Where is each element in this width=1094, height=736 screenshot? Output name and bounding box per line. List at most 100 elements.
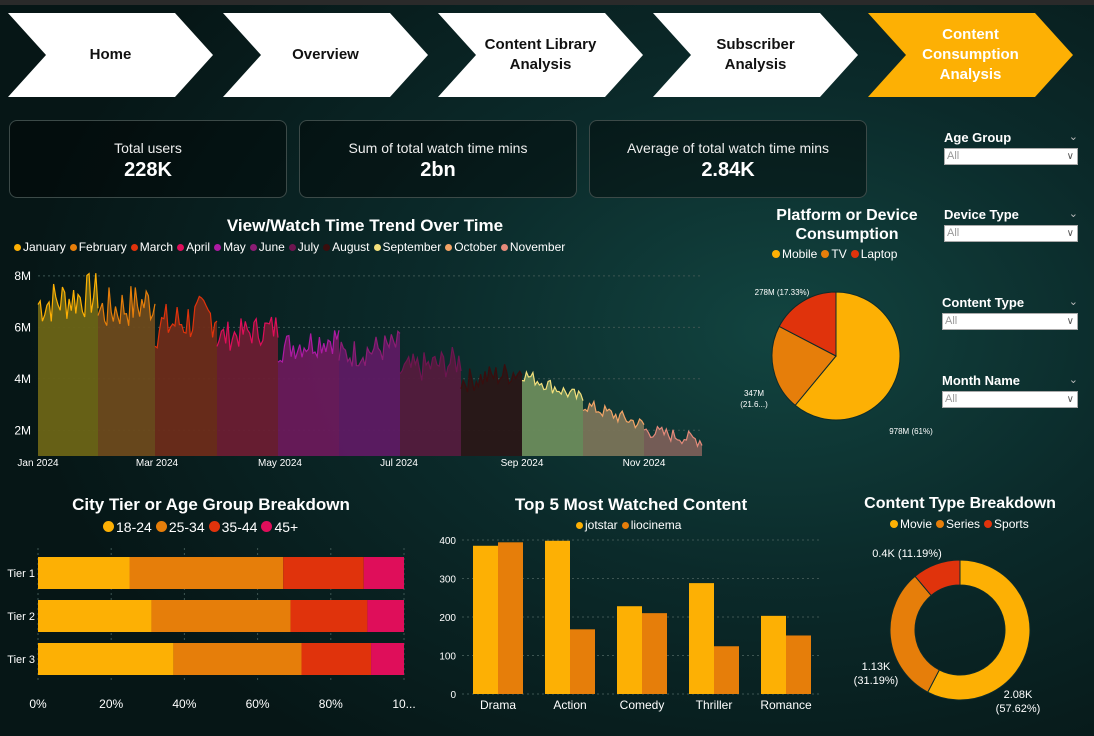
bar-tier-2-25-34 bbox=[151, 600, 291, 632]
chevron-down-icon[interactable]: ⌄ bbox=[1068, 131, 1078, 143]
bar-drama-liocinema bbox=[498, 542, 523, 694]
x-tick-label: May 2024 bbox=[258, 458, 302, 469]
nav-chevron-shape bbox=[653, 13, 858, 97]
legend-item: jotstar bbox=[576, 518, 618, 532]
pie-slice-laptop bbox=[778, 291, 837, 357]
nav-tab-1[interactable]: Overview bbox=[223, 13, 428, 97]
legend-dot bbox=[772, 250, 780, 258]
trend-line-april bbox=[216, 316, 279, 351]
trend-area-september bbox=[522, 372, 583, 456]
legend-dot bbox=[936, 520, 945, 528]
legend-label: 18-24 bbox=[116, 519, 152, 535]
y-tick-label: 400 bbox=[439, 536, 456, 547]
trend-area-march bbox=[155, 296, 217, 456]
legend-dot bbox=[14, 244, 21, 251]
chevron-down-icon[interactable]: ⌄ bbox=[1068, 296, 1078, 308]
legend-dot bbox=[69, 244, 77, 251]
trend-area-november bbox=[644, 426, 702, 456]
chevron-down-icon[interactable]: ∨ bbox=[1066, 228, 1074, 239]
slicer-label: Month Name bbox=[942, 373, 1020, 388]
trend-line-september bbox=[521, 370, 584, 401]
bar-tier-1-45+ bbox=[363, 557, 404, 589]
slicer-month-name[interactable]: Month Name ⌄ All ∨ bbox=[942, 373, 1078, 408]
trend-area-june bbox=[339, 331, 400, 456]
bar-tier-1-35-44 bbox=[283, 557, 364, 589]
legend-label: Sports bbox=[994, 517, 1029, 531]
y-tick-label: 200 bbox=[439, 613, 456, 624]
pie-data-label: 278M (17.33%) bbox=[755, 288, 810, 297]
chevron-down-icon[interactable]: ⌄ bbox=[1068, 374, 1078, 386]
trend-line-august bbox=[460, 364, 523, 393]
legend-item: TV bbox=[821, 247, 847, 261]
slicer-dropdown[interactable]: All ∨ bbox=[942, 391, 1078, 408]
bar-romance-jotstar bbox=[761, 615, 786, 694]
slicer-dropdown[interactable]: All ∨ bbox=[944, 148, 1078, 165]
trend-area-october bbox=[583, 401, 644, 456]
slicer-dropdown[interactable]: All ∨ bbox=[944, 225, 1078, 242]
x-tick-label: Jan 2024 bbox=[17, 458, 59, 469]
chevron-down-icon[interactable]: ⌄ bbox=[1068, 208, 1078, 220]
bar-tier-1-18-24 bbox=[38, 557, 130, 589]
legend-item: 18-24 bbox=[103, 519, 152, 535]
pie-data-label: 978M (61%) bbox=[889, 427, 933, 436]
slicer-label: Age Group bbox=[944, 130, 1012, 145]
bar-drama-jotstar bbox=[473, 545, 498, 694]
legend-dot bbox=[155, 521, 167, 532]
x-category-label: Romance bbox=[760, 698, 812, 712]
nav-tab-label: Overview bbox=[292, 46, 359, 63]
slicer-age-group[interactable]: Age Group ⌄ All ∨ bbox=[944, 130, 1078, 165]
top-strip bbox=[0, 0, 1094, 5]
legend-dot bbox=[323, 244, 331, 251]
platform-pie-chart: 978M (61%) 347M (21.6...) 278M (17.33%) bbox=[740, 288, 933, 436]
trend-area-february bbox=[98, 286, 155, 456]
chevron-down-icon[interactable]: ∨ bbox=[1066, 394, 1074, 405]
slicer-content-type[interactable]: Content Type ⌄ All ∨ bbox=[942, 295, 1078, 330]
nav-tab-2[interactable]: Content Library Analysis bbox=[438, 13, 643, 97]
city-tier-chart: 0% 20% 40% 60% 80% 10... Tier 1 Tier 2 Tier 3 bbox=[7, 548, 416, 711]
nav-tab-4[interactable]: Content Consumption Analysis bbox=[868, 13, 1073, 97]
trend-chart-legend: January February March April May June July Augu… bbox=[14, 240, 569, 254]
bar-tier-1-25-34 bbox=[129, 557, 284, 589]
legend-label: February bbox=[78, 240, 127, 254]
donut-data-label: (57.62%) bbox=[996, 703, 1041, 715]
legend-item: April bbox=[177, 240, 210, 254]
y-tick-label: 2M bbox=[14, 423, 31, 437]
legend-dot bbox=[249, 244, 257, 251]
chevron-down-icon[interactable]: ∨ bbox=[1066, 151, 1074, 162]
trend-line-may bbox=[277, 330, 340, 364]
nav-tab-3[interactable]: Subscriber Analysis bbox=[653, 13, 858, 97]
pie-data-label: 347M bbox=[744, 389, 764, 398]
bar-thriller-jotstar bbox=[689, 583, 714, 694]
bar-comedy-liocinema bbox=[642, 613, 667, 694]
x-category-label: Comedy bbox=[620, 698, 665, 712]
legend-label: August bbox=[332, 240, 370, 254]
chevron-down-icon[interactable]: ∨ bbox=[1066, 316, 1074, 327]
legend-item: October bbox=[445, 240, 497, 254]
content-type-chart-title: Content Type Breakdown bbox=[864, 495, 1056, 512]
legend-item: September bbox=[373, 240, 441, 254]
platform-pie-legend: Mobile TV Laptop bbox=[772, 247, 901, 261]
slicer-dropdown[interactable]: All ∨ bbox=[942, 313, 1078, 330]
nav-tab-0[interactable]: Home bbox=[8, 13, 213, 97]
slicer-value: All bbox=[945, 393, 958, 405]
y-tick-label: 6M bbox=[14, 320, 31, 334]
legend-item: February bbox=[69, 240, 127, 254]
legend-dot bbox=[261, 521, 273, 532]
x-category-label: Thriller bbox=[696, 698, 733, 712]
legend-item: 25-34 bbox=[155, 519, 205, 535]
slicer-device-type[interactable]: Device Type ⌄ All ∨ bbox=[944, 207, 1078, 242]
legend-label: Movie bbox=[900, 517, 933, 531]
y-tick-label: 4M bbox=[14, 372, 31, 386]
legend-item: Sports bbox=[984, 517, 1029, 531]
y-category-label: Tier 2 bbox=[7, 611, 35, 623]
slicer-value: All bbox=[947, 150, 960, 162]
x-tick-label: Sep 2024 bbox=[501, 458, 544, 469]
bar-tier-3-35-44 bbox=[301, 643, 372, 675]
y-tick-label: 0 bbox=[450, 690, 456, 701]
donut-data-label: 1.13K bbox=[862, 661, 891, 673]
legend-dot bbox=[177, 244, 185, 251]
top5-chart-title: Top 5 Most Watched Content bbox=[514, 495, 748, 514]
trend-area-may bbox=[278, 330, 339, 456]
legend-dot bbox=[214, 244, 222, 251]
donut-slice-movie bbox=[927, 559, 1031, 701]
